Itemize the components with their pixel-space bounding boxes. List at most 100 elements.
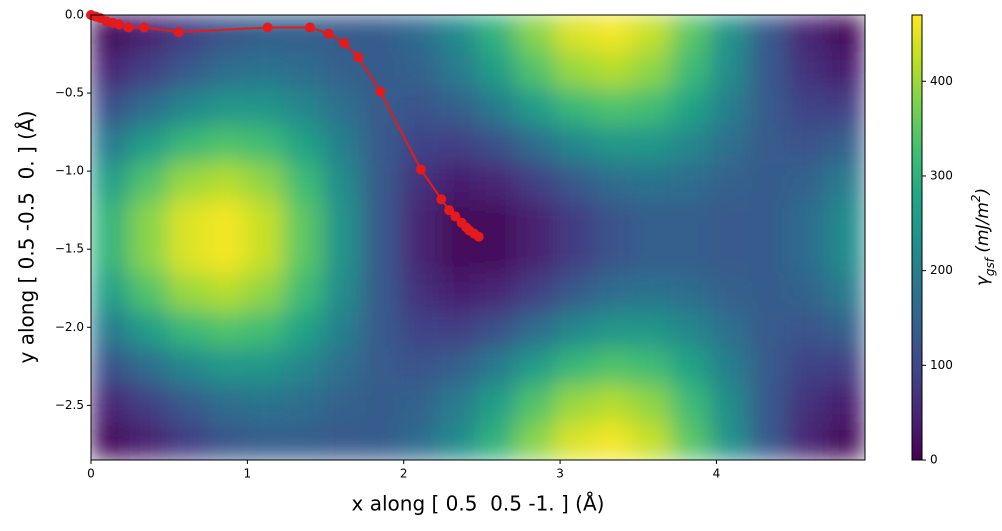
heat-cell	[632, 311, 672, 350]
heat-cell	[593, 15, 634, 53]
heat-cell	[825, 199, 865, 238]
heat-cell	[284, 274, 324, 313]
heat-cell	[477, 237, 518, 276]
colorbar-tick-label: 200	[930, 263, 953, 277]
heat-cell	[787, 422, 827, 460]
colorbar	[911, 14, 923, 461]
heat-cell	[671, 422, 711, 460]
heat-cell	[129, 199, 169, 238]
heat-cell	[167, 237, 208, 276]
heat-cell	[709, 274, 750, 313]
heat-cell	[787, 88, 827, 127]
heat-cell	[593, 348, 634, 387]
heat-cell	[206, 311, 247, 350]
heat-cell	[477, 385, 518, 424]
heat-cell	[748, 385, 789, 424]
heat-cell	[632, 51, 672, 90]
heat-cell	[709, 15, 750, 53]
heat-cell	[787, 274, 827, 313]
heat-cell	[787, 348, 827, 387]
heat-cell	[91, 274, 131, 313]
heat-cell	[748, 125, 789, 164]
heat-cell	[593, 51, 634, 90]
heat-cell	[245, 385, 285, 424]
heat-cell	[709, 125, 750, 164]
heat-cell	[167, 311, 208, 350]
heat-cell	[206, 162, 247, 201]
heat-cell	[748, 311, 789, 350]
heat-cell	[400, 385, 440, 424]
heat-cell	[632, 199, 672, 238]
heat-cell	[748, 162, 789, 201]
heat-cell	[91, 162, 131, 201]
heat-cell	[129, 88, 169, 127]
heatmap-cells	[91, 15, 865, 460]
heat-cell	[825, 422, 865, 460]
heat-cell	[709, 311, 750, 350]
label-part: 2	[969, 194, 983, 202]
heat-cell	[516, 199, 556, 238]
heat-cell	[438, 311, 479, 350]
x-tick-label: 0	[87, 467, 95, 481]
heat-cell	[748, 199, 789, 238]
heat-cell	[91, 311, 131, 350]
heat-cell	[361, 311, 402, 350]
heat-cell	[554, 125, 595, 164]
heat-cell	[167, 162, 208, 201]
heat-cell	[245, 15, 285, 53]
heat-cell	[825, 348, 865, 387]
heat-cell	[284, 311, 324, 350]
heat-cell	[91, 348, 131, 387]
path-point	[323, 28, 334, 39]
heat-cell	[825, 237, 865, 276]
heat-cell	[284, 348, 324, 387]
heat-cell	[787, 385, 827, 424]
label-part: γ	[973, 275, 993, 286]
label-part: gsf	[983, 256, 997, 276]
heat-cell	[825, 311, 865, 350]
heat-cell	[477, 162, 518, 201]
y-tick-label: −2.0	[55, 320, 84, 334]
heat-cell	[91, 199, 131, 238]
heat-cell	[167, 422, 208, 460]
heat-cell	[322, 199, 363, 238]
heat-cell	[554, 422, 595, 460]
plot-frame	[90, 14, 866, 461]
heat-cell	[709, 237, 750, 276]
heat-cell	[632, 125, 672, 164]
heat-cell	[709, 385, 750, 424]
heat-cell	[129, 125, 169, 164]
heat-cell	[284, 237, 324, 276]
heat-cell	[593, 274, 634, 313]
heat-cell	[438, 162, 479, 201]
heat-cell	[671, 385, 711, 424]
heat-cell	[438, 385, 479, 424]
heat-cell	[709, 422, 750, 460]
heat-cell	[477, 51, 518, 90]
heat-cell	[361, 385, 402, 424]
heat-cell	[593, 237, 634, 276]
heat-cell	[129, 162, 169, 201]
heat-cell	[438, 274, 479, 313]
heat-cell	[91, 125, 131, 164]
heat-cell	[206, 348, 247, 387]
heat-cell	[167, 125, 208, 164]
heat-cell	[632, 422, 672, 460]
path-point	[415, 164, 426, 175]
heat-cell	[400, 274, 440, 313]
heat-cell	[361, 237, 402, 276]
heat-cell	[671, 348, 711, 387]
heat-cell	[593, 199, 634, 238]
heat-cell	[400, 237, 440, 276]
heat-cell	[593, 88, 634, 127]
heat-cell	[361, 422, 402, 460]
heat-cell	[206, 385, 247, 424]
heat-cell	[632, 88, 672, 127]
heat-cell	[632, 162, 672, 201]
heat-cell	[322, 237, 363, 276]
heat-cell	[516, 162, 556, 201]
heat-cell	[516, 311, 556, 350]
heat-cell	[361, 348, 402, 387]
heat-cell	[671, 88, 711, 127]
heat-cell	[91, 422, 131, 460]
